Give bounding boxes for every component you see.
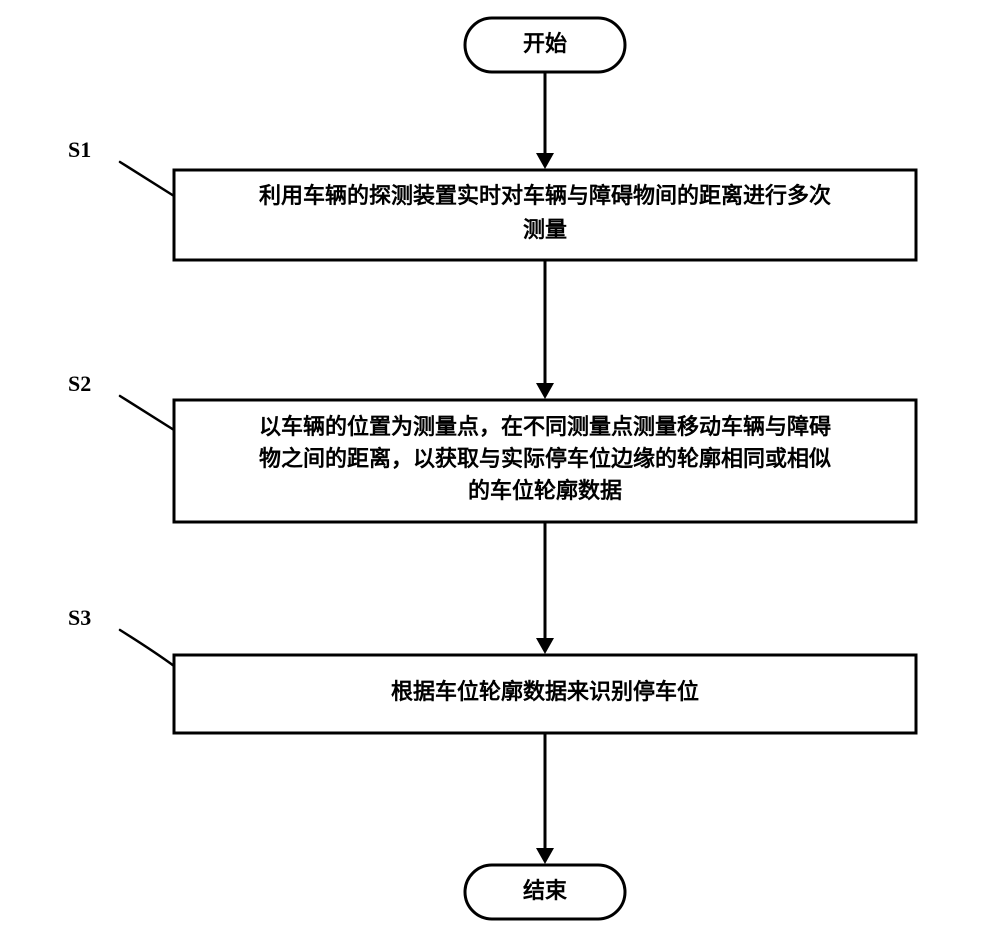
arrow-head	[536, 638, 554, 654]
step-label-s2: S2	[68, 371, 91, 396]
step-text-s1: 利用车辆的探测装置实时对车辆与障碍物间的距离进行多次	[259, 183, 831, 208]
step-text-s1: 测量	[523, 217, 567, 242]
step-text-s3: 根据车位轮廓数据来识别停车位	[391, 679, 699, 704]
step-label-s1: S1	[68, 137, 91, 162]
step-text-s2: 物之间的距离，以获取与实际停车位边缘的轮廓相同或相似	[259, 446, 831, 471]
end-node-label: 结束	[523, 878, 568, 903]
step-label-s3: S3	[68, 605, 91, 630]
arrow-head	[536, 153, 554, 169]
start-node-label: 开始	[523, 31, 567, 56]
step-text-s2: 以车辆的位置为测量点，在不同测量点测量移动车辆与障碍	[259, 414, 831, 439]
step-connector-s2	[120, 396, 174, 430]
step-connector-s3	[120, 630, 174, 666]
arrow-head	[536, 848, 554, 864]
step-connector-s1	[120, 162, 174, 196]
step-text-s2: 的车位轮廓数据	[468, 478, 622, 503]
flowchart: 开始利用车辆的探测装置实时对车辆与障碍物间的距离进行多次测量 S1 以车辆的位置为测…	[0, 0, 1000, 933]
arrow-head	[536, 383, 554, 399]
